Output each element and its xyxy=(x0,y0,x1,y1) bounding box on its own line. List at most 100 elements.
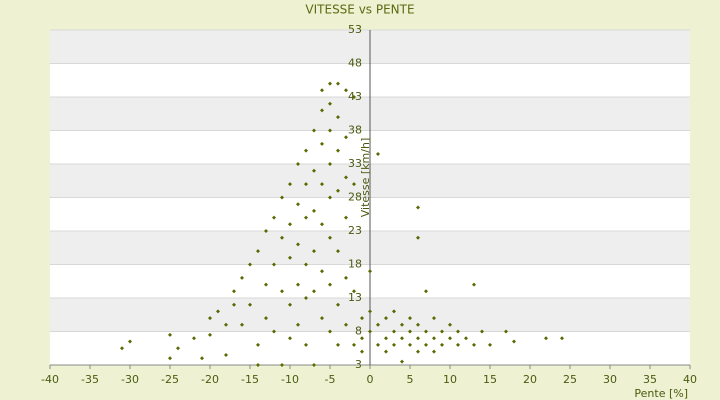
data-point xyxy=(168,356,172,361)
data-point xyxy=(256,342,260,347)
data-point xyxy=(224,352,228,357)
data-point xyxy=(432,336,436,341)
data-point xyxy=(296,242,300,247)
x-tick-label: -10 xyxy=(281,373,299,386)
data-point xyxy=(376,151,380,156)
data-point xyxy=(400,322,404,327)
data-point xyxy=(328,101,332,106)
data-point xyxy=(352,342,356,347)
data-point xyxy=(216,309,220,314)
data-point xyxy=(264,282,268,287)
data-point xyxy=(328,162,332,166)
data-point xyxy=(376,322,380,327)
data-point xyxy=(320,182,324,187)
data-point xyxy=(304,182,308,187)
data-point xyxy=(304,262,308,267)
data-point xyxy=(320,222,324,227)
data-point xyxy=(344,88,348,93)
data-point xyxy=(328,128,332,133)
data-point xyxy=(296,322,300,327)
data-point xyxy=(488,342,492,347)
x-tick-label: -5 xyxy=(325,373,336,386)
data-point xyxy=(384,349,388,354)
data-point xyxy=(312,128,316,133)
data-point xyxy=(320,108,324,113)
data-point xyxy=(336,342,340,347)
data-point xyxy=(288,222,292,227)
y-tick-label: 23 xyxy=(348,224,362,237)
y-tick-label: 48 xyxy=(348,57,362,70)
data-point xyxy=(424,289,428,294)
data-point xyxy=(368,309,372,314)
data-point xyxy=(256,363,260,367)
data-point xyxy=(128,339,132,344)
data-point xyxy=(312,208,316,213)
data-point xyxy=(432,349,436,354)
data-point xyxy=(384,336,388,341)
data-point xyxy=(368,269,372,274)
data-point xyxy=(296,282,300,287)
data-point xyxy=(328,195,332,200)
data-point xyxy=(480,329,484,334)
data-point xyxy=(352,182,356,187)
data-point xyxy=(304,215,308,220)
data-point xyxy=(328,235,332,240)
data-point xyxy=(504,329,508,334)
data-point xyxy=(344,175,348,180)
data-point xyxy=(168,332,172,337)
data-point xyxy=(512,339,516,344)
data-point xyxy=(360,349,364,354)
y-tick-label: 38 xyxy=(348,124,362,137)
data-point xyxy=(416,349,420,354)
data-point xyxy=(304,342,308,347)
x-tick-label: -30 xyxy=(121,373,139,386)
x-tick-label: 25 xyxy=(563,373,577,386)
data-point xyxy=(440,329,444,334)
data-point xyxy=(344,215,348,220)
data-point xyxy=(232,302,236,307)
x-tick-label: -40 xyxy=(41,373,59,386)
data-point xyxy=(312,168,316,173)
y-tick-label: 13 xyxy=(348,291,362,304)
y-tick-label: 53 xyxy=(348,23,362,36)
data-point xyxy=(280,363,284,367)
data-point xyxy=(296,162,300,166)
data-point xyxy=(336,302,340,307)
data-point xyxy=(264,229,268,233)
data-point xyxy=(288,182,292,187)
data-point xyxy=(456,329,460,334)
data-point xyxy=(208,316,212,321)
data-point xyxy=(472,282,476,287)
data-point xyxy=(264,316,268,321)
data-point xyxy=(280,289,284,294)
data-point xyxy=(280,195,284,200)
data-point xyxy=(320,141,324,146)
x-tick-label: 35 xyxy=(643,373,657,386)
data-point xyxy=(392,329,396,334)
data-point xyxy=(312,249,316,254)
data-point xyxy=(200,356,204,361)
data-point xyxy=(408,316,412,321)
x-tick-label: -20 xyxy=(201,373,219,386)
x-tick-label: 5 xyxy=(407,373,414,386)
x-tick-label: 0 xyxy=(367,373,374,386)
data-point xyxy=(392,342,396,347)
y-tick-label: 8 xyxy=(355,325,362,338)
data-point xyxy=(336,249,340,254)
data-point xyxy=(328,282,332,287)
data-point xyxy=(352,289,356,294)
data-point xyxy=(312,363,316,367)
data-point xyxy=(288,302,292,307)
x-tick-label: 30 xyxy=(603,373,617,386)
data-point xyxy=(544,336,548,341)
data-point xyxy=(360,316,364,321)
data-point xyxy=(416,322,420,327)
data-point xyxy=(224,322,228,327)
data-point xyxy=(272,215,276,220)
data-point xyxy=(344,322,348,327)
data-point xyxy=(304,148,308,153)
data-point xyxy=(424,329,428,334)
data-point xyxy=(416,205,420,210)
